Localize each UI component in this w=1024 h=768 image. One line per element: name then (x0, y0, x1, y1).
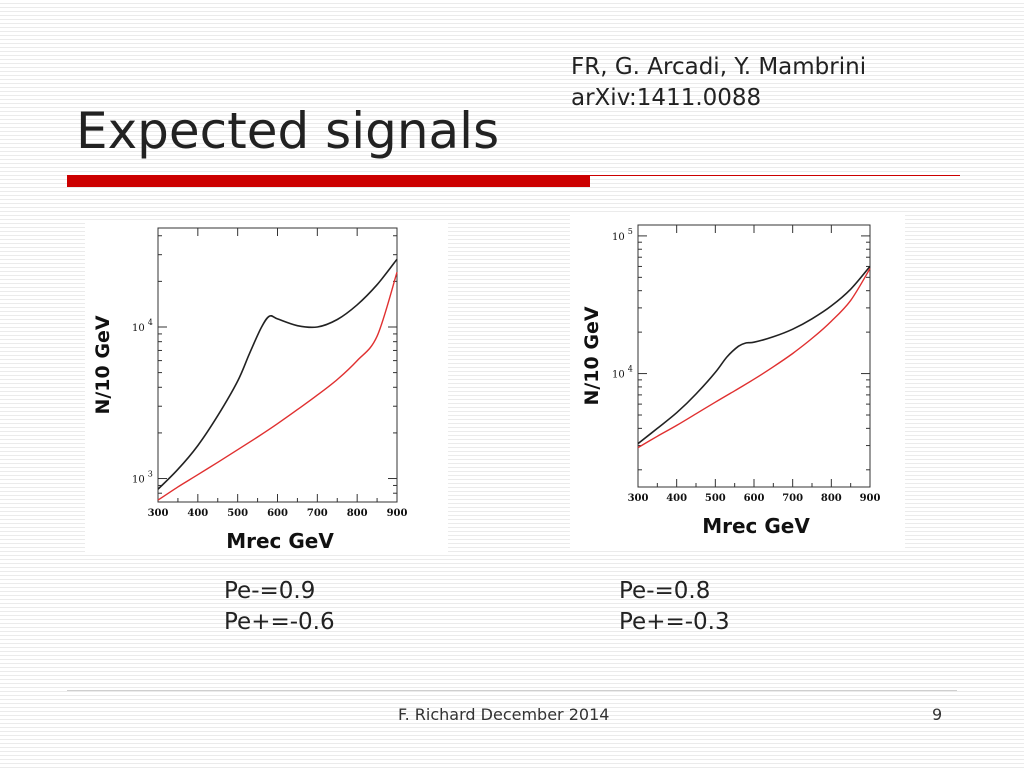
page-number: 9 (932, 705, 943, 724)
caption-left-pe-minus: Pe-=0.9 (224, 578, 316, 604)
y-tick-label: 103 (132, 470, 153, 486)
caption-right-pe-plus: Pe+=-0.3 (619, 609, 730, 635)
y-tick-base: 10 (612, 232, 625, 243)
x-tick-label: 800 (821, 493, 842, 504)
reference-arxiv: arXiv:1411.0088 (571, 85, 762, 111)
reference-authors: FR, G. Arcadi, Y. Mambrini (571, 54, 867, 80)
caption-left: Pe-=0.9 Pe+=-0.6 (224, 576, 335, 638)
y-axis-label: N/10 GeV (92, 315, 114, 414)
plot-frame (157, 227, 398, 503)
y-tick-exponent: 3 (148, 470, 153, 479)
y-tick-label: 105 (612, 227, 633, 243)
y-tick-base: 10 (132, 475, 145, 486)
y-tick-base: 10 (612, 370, 625, 381)
y-tick-exponent: 5 (628, 227, 633, 236)
x-tick-label: 600 (744, 493, 765, 504)
chart-left-panel: 300 400 500 600 700 800 900 103 104 Mrec GeV N/10 … (85, 222, 448, 553)
x-tick-label: 300 (628, 493, 649, 504)
slide-title: Expected signals (76, 102, 500, 160)
x-tick-label: 400 (187, 508, 208, 519)
x-tick-label: 400 (666, 493, 687, 504)
x-tick-label: 600 (267, 508, 288, 519)
y-tick-exponent: 4 (628, 365, 633, 374)
x-tick-label: 300 (148, 508, 169, 519)
caption-left-pe-plus: Pe+=-0.6 (224, 609, 335, 635)
reference: FR, G. Arcadi, Y. Mambrini arXiv:1411.00… (571, 52, 866, 114)
y-tick-label: 104 (612, 365, 633, 381)
y-tick-base: 10 (132, 323, 145, 334)
series-line-background (637, 268, 871, 449)
x-axis-label: Mrec GeV (702, 514, 810, 538)
title-divider-line (590, 175, 960, 176)
x-tick-label: 500 (705, 493, 726, 504)
title-accent-bar (67, 175, 590, 187)
x-tick-label: 700 (782, 493, 803, 504)
footer-divider (67, 690, 957, 691)
x-tick-label: 500 (227, 508, 248, 519)
y-tick-exponent: 4 (148, 318, 153, 327)
y-axis-label: N/10 GeV (581, 306, 603, 405)
series-line-signal (637, 265, 871, 445)
caption-right-pe-minus: Pe-=0.8 (619, 578, 711, 604)
x-tick-label: 800 (347, 508, 368, 519)
y-tick-label: 104 (132, 318, 153, 334)
series-line-background (157, 271, 398, 501)
plot-frame (637, 224, 871, 488)
chart-right-panel: 300 400 500 600 700 800 900 104 105 Mrec GeV N/10 … (570, 215, 905, 548)
x-tick-label: 700 (307, 508, 328, 519)
x-tick-label: 900 (860, 493, 881, 504)
x-axis-label: Mrec GeV (226, 529, 334, 553)
caption-right: Pe-=0.8 Pe+=-0.3 (619, 576, 730, 638)
series-line-signal (157, 258, 398, 490)
x-tick-label: 900 (387, 508, 408, 519)
footer-text: F. Richard December 2014 (398, 705, 610, 724)
